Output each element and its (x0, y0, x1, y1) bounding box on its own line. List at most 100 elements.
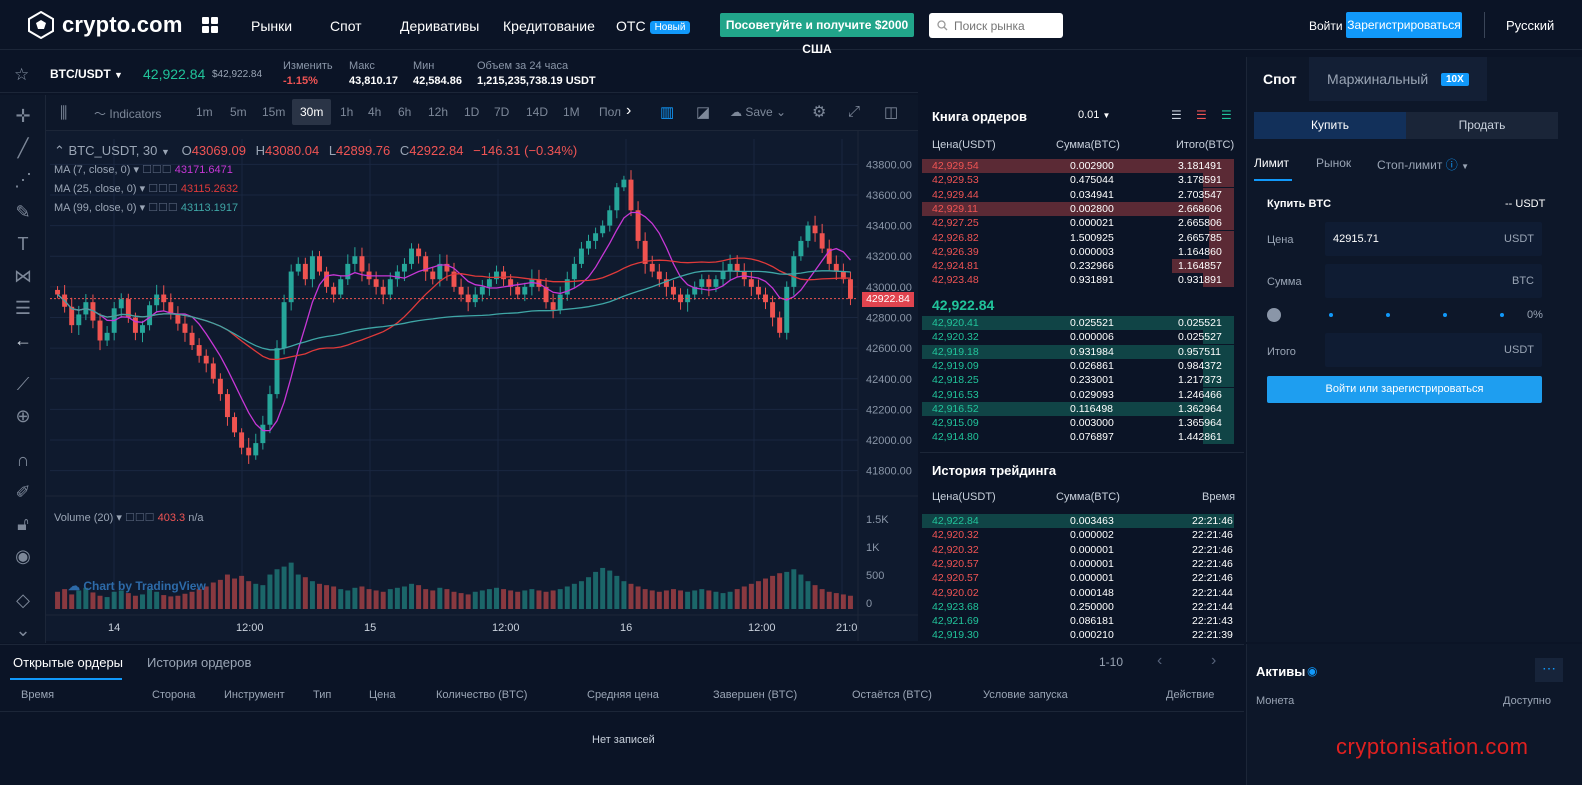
tf-12h[interactable]: 12h (428, 105, 449, 119)
tf-4h[interactable]: 4h (368, 105, 382, 119)
chart-symbol[interactable]: BTC_USDT, 30 (68, 143, 158, 158)
next-page-icon[interactable]: › (1211, 652, 1217, 669)
nav-spot[interactable]: Спот (330, 18, 362, 34)
info-icon[interactable]: ⓘ (1445, 158, 1458, 172)
nav-otc[interactable]: OTC Новый (616, 18, 691, 34)
order-type-limit[interactable]: Лимит (1254, 156, 1290, 170)
measure-lines-icon[interactable]: ☰ (14, 298, 32, 318)
search-input[interactable] (954, 18, 1054, 33)
bid-row[interactable]: 42,915.09 0.003000 1.365964 (920, 416, 1244, 431)
more-options-icon[interactable]: ⋯ (1535, 658, 1563, 682)
slider-stop[interactable] (1500, 313, 1504, 317)
brush-icon[interactable]: ✎ (15, 202, 31, 222)
pencil-lock-icon[interactable]: ✐ (15, 482, 31, 502)
ask-row[interactable]: 42,927.25 0.000021 2.665806 (920, 216, 1244, 231)
tab-order-history[interactable]: История ордеров (147, 655, 252, 670)
collapse-icon[interactable]: ⌃ (54, 143, 65, 158)
settings-gear-icon[interactable]: ⚙ (812, 104, 827, 121)
price-input[interactable]: 42915.71 USDT (1325, 222, 1542, 256)
market-search[interactable] (929, 13, 1063, 38)
tab-open-orders[interactable]: Открытые ордеры (13, 655, 124, 670)
nav-markets[interactable]: Рынки (251, 18, 293, 34)
ask-row[interactable]: 42,929.53 0.475044 3.178591 (920, 173, 1244, 188)
buy-tab[interactable]: Купить (1254, 112, 1406, 139)
volume-name[interactable]: Volume (20) (54, 512, 114, 524)
candle-type-icon[interactable]: ⫼ (60, 105, 68, 122)
login-link[interactable]: Войти (1309, 19, 1343, 33)
tf-7d[interactable]: 7D (494, 105, 510, 119)
slider-stop[interactable] (1329, 313, 1333, 317)
order-type-market[interactable]: Рынок (1316, 156, 1352, 170)
area-chart-icon[interactable]: ◪ (696, 104, 711, 121)
nav-derivatives[interactable]: Деривативы (400, 18, 480, 34)
login-or-register-button[interactable]: Войти или зарегистрироваться (1267, 376, 1542, 403)
save-button[interactable]: ☁ Save ⌄ (730, 105, 786, 119)
ask-row[interactable]: 42,923.48 0.931891 0.931891 (920, 273, 1244, 288)
precision-selector[interactable]: 0.01 ▼ (1078, 109, 1110, 121)
logo[interactable]: crypto.com (28, 11, 183, 39)
book-both-icon[interactable]: ☰ (1171, 108, 1182, 122)
tab-spot[interactable]: Спот (1263, 71, 1297, 87)
book-bids-icon[interactable]: ☰ (1221, 108, 1232, 122)
prev-page-icon[interactable]: ‹ (1157, 652, 1163, 669)
tf-1mo[interactable]: 1M (563, 105, 580, 119)
ma25-name[interactable]: MA (25, close, 0) (54, 183, 137, 195)
amount-slider-handle[interactable] (1267, 308, 1281, 322)
indicators-button[interactable]: 〜 Indicators (94, 105, 161, 122)
tf-30m[interactable]: 30m (292, 99, 332, 125)
tf-14d[interactable]: 14D (526, 105, 549, 119)
tf-6h[interactable]: 6h (398, 105, 412, 119)
slider-stop[interactable] (1443, 313, 1447, 317)
fullscreen-icon[interactable]: ⤢ (848, 103, 861, 120)
zoom-in-icon[interactable]: ⊕ (15, 406, 31, 426)
bid-row[interactable]: 42,920.32 0.000006 0.025527 (920, 330, 1244, 345)
order-type-stop-limit[interactable]: Стоп-лимит ⓘ ▼ (1377, 156, 1469, 173)
text-tool-icon[interactable]: T (17, 234, 29, 254)
amount-input[interactable]: BTC (1325, 264, 1542, 298)
bid-row[interactable]: 42,919.09 0.026861 0.984372 (920, 358, 1244, 373)
trendline-icon[interactable]: ╱ (17, 138, 29, 158)
ask-row[interactable]: 42,929.54 0.002900 3.181491 (920, 159, 1244, 173)
lock-icon[interactable]: 🔓︎ (17, 514, 29, 534)
apps-grid-icon[interactable] (202, 17, 218, 33)
tf-1m[interactable]: 1m (196, 105, 213, 119)
slider-stop[interactable] (1386, 313, 1390, 317)
tf-5m[interactable]: 5m (230, 105, 247, 119)
bid-row[interactable]: 42,918.25 0.233001 1.217373 (920, 373, 1244, 388)
ma7-name[interactable]: MA (7, close, 0) (54, 164, 131, 176)
magnet-icon[interactable]: ∩ (16, 450, 30, 470)
nav-lending[interactable]: Кредитование (503, 18, 595, 34)
tab-margin[interactable]: Маржинальный 10X (1309, 57, 1487, 101)
bid-row[interactable]: 42,919.18 0.931984 0.957511 (920, 344, 1244, 359)
ma99-name[interactable]: MA (99, close, 0) (54, 202, 137, 214)
bid-row[interactable]: 42,914.80 0.076897 1.442861 (920, 430, 1244, 445)
tf-more[interactable]: Пол (599, 105, 622, 119)
ruler-icon[interactable]: ⟋ (16, 374, 30, 394)
layers-icon[interactable]: ◇ (16, 590, 30, 610)
candlestick-svg[interactable]: 43800.00 43600.00 43400.00 43200.00 43000.00… (46, 131, 918, 641)
price-chart[interactable]: 43800.00 43600.00 43400.00 43200.00 43000.00… (46, 131, 918, 641)
eye-icon[interactable]: ◉ (15, 546, 31, 566)
candles-chart-icon[interactable]: ▥ (660, 104, 675, 121)
bid-row[interactable]: 42,916.53 0.029093 1.246466 (920, 387, 1244, 402)
expand-down-icon[interactable]: ⌄ (15, 620, 31, 640)
bid-row[interactable]: 42,920.41 0.025521 0.025521 (920, 316, 1244, 330)
pattern-icon[interactable]: ⋈ (14, 266, 32, 286)
eye-icon[interactable]: ◉ (1307, 664, 1318, 678)
scroll-right-icon[interactable]: › (626, 102, 632, 119)
ask-row[interactable]: 42,924.81 0.232966 1.164857 (920, 259, 1244, 274)
camera-icon[interactable]: ◫ (884, 104, 899, 121)
ask-row[interactable]: 42,926.82 1.500925 2.665785 (920, 230, 1244, 245)
ask-row[interactable]: 42,926.39 0.000003 1.164860 (920, 244, 1244, 259)
ask-row[interactable]: 42,929.44 0.034941 2.703547 (920, 187, 1244, 202)
language-selector[interactable]: Русский (1506, 18, 1555, 33)
tf-15m[interactable]: 15m (262, 105, 286, 119)
ask-row[interactable]: 42,929.11 0.002800 2.668606 (920, 201, 1244, 216)
favorite-star-icon[interactable]: ☆ (14, 65, 30, 84)
pair-selector[interactable]: BTC/USDT ▼ (50, 67, 123, 81)
total-input[interactable]: USDT (1325, 333, 1542, 367)
tf-1h[interactable]: 1h (340, 105, 354, 119)
bid-row[interactable]: 42,916.52 0.116498 1.362964 (920, 401, 1244, 416)
book-asks-icon[interactable]: ☰ (1196, 108, 1207, 122)
crosshair-icon[interactable]: ✛ (15, 106, 31, 126)
